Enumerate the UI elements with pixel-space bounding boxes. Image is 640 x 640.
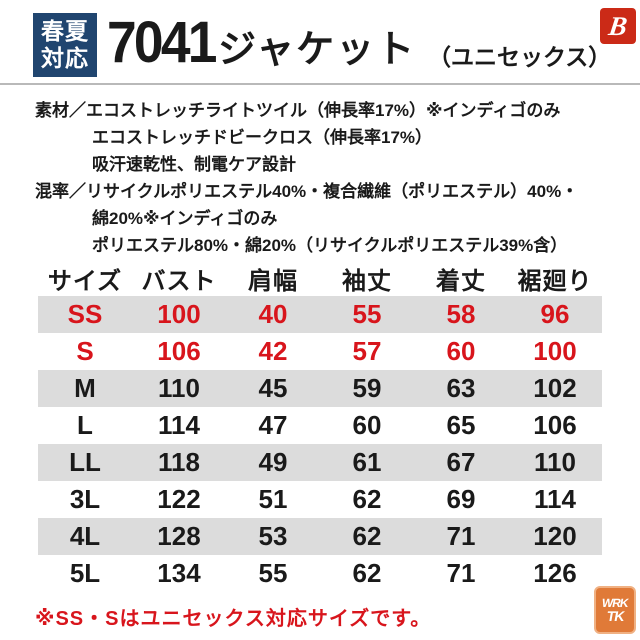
measurement-cell: 122: [157, 484, 201, 514]
header-divider: [0, 83, 640, 85]
size-cell: L: [77, 410, 93, 440]
season-badge-line2: 対応: [41, 45, 89, 71]
measurement-cell: 61: [352, 447, 382, 477]
measurement-cell: 110: [158, 373, 200, 403]
size-chart-body: SS 100 40 55 58 96 S 106 42 57 60 100 M 110 45 59 63 102 L…: [38, 296, 602, 592]
measurement-cell: 71: [446, 558, 476, 588]
column-header-length: 着丈: [436, 267, 486, 295]
measurement-cell: 40: [258, 299, 288, 329]
measurement-cell: 42: [258, 336, 288, 366]
measurement-cell: 55: [352, 299, 382, 329]
measurement-cell: 128: [157, 521, 201, 551]
measurement-cell: 62: [352, 521, 382, 551]
measurement-cell: 58: [446, 299, 476, 329]
measurement-cell: 102: [533, 373, 577, 403]
size-cell: SS: [67, 299, 103, 329]
column-header-hem: 裾廻り: [517, 267, 593, 295]
measurement-cell: 96: [540, 299, 570, 329]
spec-line: 吸汗速乾性、制電ケア設計: [92, 155, 296, 174]
measurement-cell: 63: [446, 373, 476, 403]
material-specs: 素材／エコストレッチライトツイル（伸長率17%）※インディゴのみエコストレッチド…: [35, 97, 625, 259]
measurement-cell: 114: [158, 410, 200, 440]
measurement-cell: 45: [258, 373, 288, 403]
brand-letter: B: [606, 10, 630, 41]
measurement-cell: 59: [352, 373, 382, 403]
worktk-logo-line2: TK: [605, 608, 625, 624]
table-row: 4L 128 53 62 71 120: [38, 518, 602, 555]
column-header-size: サイズ: [47, 267, 123, 295]
measurement-cell: 118: [158, 447, 200, 477]
size-cell: M: [74, 373, 96, 403]
worktk-logo-icon: WRK TK: [594, 586, 636, 634]
spec-line: 綿20%※インディゴのみ: [92, 209, 278, 228]
size-cell: 4L: [69, 521, 101, 551]
table-row: M 110 45 59 63 102: [38, 370, 602, 407]
measurement-cell: 60: [446, 336, 476, 366]
table-row: LL 118 49 61 67 110: [38, 444, 602, 481]
spec-line: 混率／リサイクルポリエステル40%・複合繊維（ポリエステル）40%・: [35, 182, 579, 201]
measurement-cell: 51: [258, 484, 288, 514]
unisex-note: ※SS・Sはユニセックス対応サイズです。: [35, 608, 432, 630]
measurement-cell: 134: [157, 558, 201, 588]
size-chart: サイズ バスト 肩幅 袖丈 着丈 裾廻り SS 100 40 55 58 96 S 106 42…: [38, 260, 602, 592]
measurement-cell: 106: [157, 336, 201, 366]
measurement-cell: 65: [446, 410, 476, 440]
measurement-cell: 110: [534, 447, 576, 477]
brand-logo-icon: B: [600, 8, 636, 44]
column-header-sleeve: 袖丈: [342, 267, 392, 295]
measurement-cell: 71: [446, 521, 476, 551]
table-row: 5L 134 55 62 71 126: [38, 555, 602, 592]
measurement-cell: 67: [446, 447, 476, 477]
measurement-cell: 120: [533, 521, 577, 551]
spec-line: ポリエステル80%・綿20%（リサイクルポリエステル39%含）: [92, 236, 568, 255]
page-title: ジャケット: [218, 29, 417, 71]
measurement-cell: 106: [533, 410, 577, 440]
table-row: SS 100 40 55 58 96: [38, 296, 602, 333]
measurement-cell: 60: [352, 410, 382, 440]
spec-line: 素材／エコストレッチライトツイル（伸長率17%）※インディゴのみ: [35, 101, 561, 120]
season-badge-line1: 春夏: [41, 18, 89, 44]
column-header-shoulder: 肩幅: [248, 267, 298, 295]
measurement-cell: 53: [258, 521, 288, 551]
measurement-cell: 49: [258, 447, 288, 477]
product-code: 7041: [107, 10, 217, 75]
measurement-cell: 47: [258, 410, 288, 440]
measurement-cell: 62: [352, 558, 382, 588]
spec-line: エコストレッチドビークロス（伸長率17%）: [92, 128, 433, 147]
size-cell: S: [76, 336, 94, 366]
column-header-bust: バスト: [141, 267, 217, 295]
measurement-cell: 114: [534, 484, 576, 514]
season-badge: 春夏 対応: [33, 13, 97, 77]
measurement-cell: 100: [157, 299, 201, 329]
measurement-cell: 62: [352, 484, 382, 514]
size-cell: 5L: [69, 558, 101, 588]
table-row: S 106 42 57 60 100: [38, 333, 602, 370]
table-row: 3L 122 51 62 69 114: [38, 481, 602, 518]
measurement-cell: 57: [352, 336, 382, 366]
measurement-cell: 69: [446, 484, 476, 514]
page-subtitle: （ユニセックス）: [428, 44, 612, 70]
table-row: L 114 47 60 65 106: [38, 407, 602, 444]
measurement-cell: 100: [533, 336, 577, 366]
size-chart-header: サイズ バスト 肩幅 袖丈 着丈 裾廻り: [38, 260, 602, 296]
size-cell: 3L: [69, 484, 101, 514]
size-cell: LL: [69, 447, 101, 477]
measurement-cell: 126: [533, 558, 577, 588]
measurement-cell: 55: [258, 558, 288, 588]
